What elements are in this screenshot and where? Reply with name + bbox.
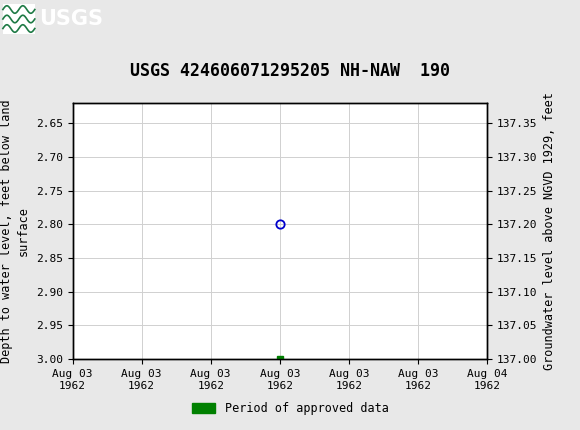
Text: USGS 424606071295205 NH-NAW  190: USGS 424606071295205 NH-NAW 190 bbox=[130, 61, 450, 80]
Bar bbox=[3, 4, 35, 34]
Y-axis label: Groundwater level above NGVD 1929, feet: Groundwater level above NGVD 1929, feet bbox=[543, 92, 556, 370]
Text: USGS: USGS bbox=[39, 9, 103, 29]
Legend: Period of approved data: Period of approved data bbox=[187, 397, 393, 420]
Y-axis label: Depth to water level, feet below land
surface: Depth to water level, feet below land su… bbox=[0, 99, 30, 363]
